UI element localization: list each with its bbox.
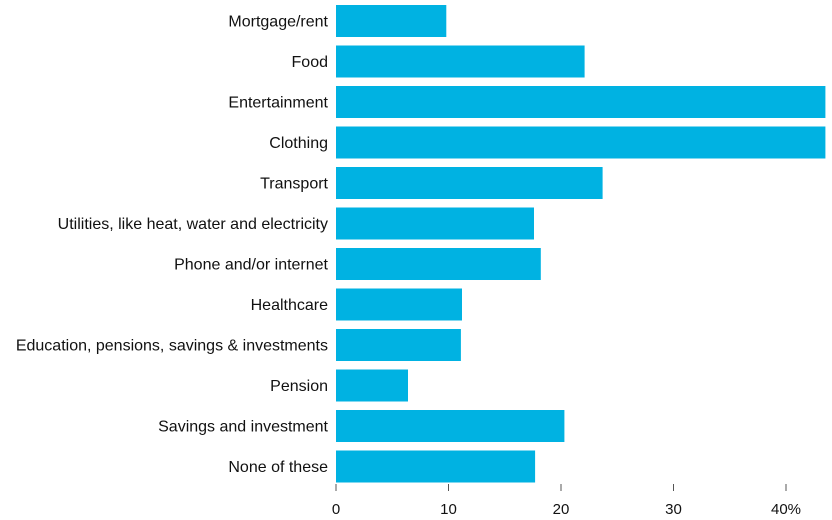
bar	[336, 369, 408, 402]
bars-group	[336, 5, 826, 483]
category-label: Phone and/or internet	[174, 257, 328, 274]
category-labels-group: Mortgage/rent Food Entertainment Clothing Tr…	[16, 14, 329, 477]
bar	[336, 248, 541, 280]
x-tick-label: 20	[553, 501, 570, 518]
category-label: Utilities, like heat, water and electric…	[58, 216, 328, 233]
x-tick-label: 0	[332, 501, 340, 518]
x-axis: 0 10 20 30 40%	[332, 484, 801, 518]
bar	[336, 167, 603, 199]
x-tick-label: 40%	[771, 501, 801, 518]
bar	[336, 329, 461, 361]
bar	[336, 288, 462, 321]
category-label: Mortgage/rent	[228, 14, 328, 31]
category-label: Savings and investment	[158, 419, 328, 436]
bar	[336, 5, 447, 37]
bar	[336, 126, 826, 159]
bar	[336, 207, 534, 240]
category-label: Pension	[270, 378, 328, 395]
category-label: Clothing	[269, 135, 328, 152]
category-label: Transport	[260, 176, 328, 193]
category-label: Food	[292, 54, 328, 71]
bar	[336, 45, 585, 78]
bar	[336, 450, 536, 483]
bar	[336, 86, 826, 118]
category-label: None of these	[228, 459, 328, 476]
category-label: Education, pensions, savings & investmen…	[16, 338, 328, 355]
x-tick-label: 10	[440, 501, 457, 518]
x-tick-label: 30	[665, 501, 682, 518]
bar	[336, 410, 565, 442]
category-label: Healthcare	[251, 297, 328, 314]
category-label: Entertainment	[228, 95, 328, 112]
